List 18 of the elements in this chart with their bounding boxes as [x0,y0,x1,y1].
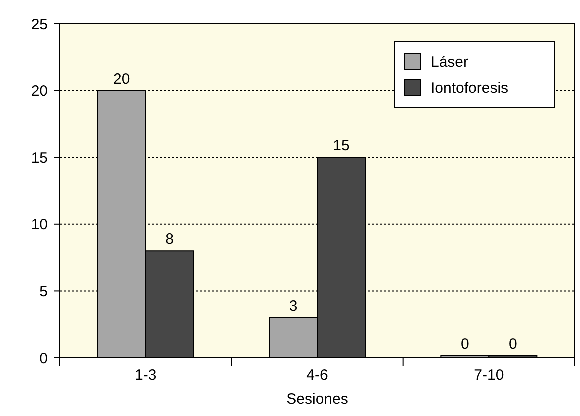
legend-label: Láser [431,54,469,71]
y-tick-label: 15 [31,150,48,167]
data-label: 20 [113,70,130,88]
data-label: 0 [508,336,518,353]
x-axis-title: Sesiones [286,391,348,408]
data-label: 15 [333,138,350,155]
data-label: 0 [460,336,470,353]
y-tick-label: 20 [31,83,48,100]
x-tick-label: 4-6 [306,367,328,384]
data-label: 3 [289,298,298,315]
x-tick-label: 7-10 [474,367,504,384]
x-tick-label: 1-3 [134,367,157,384]
data-label: 8 [166,231,174,248]
legend-label: Iontoforesis [431,80,509,97]
y-tick-label: 5 [40,283,48,300]
y-tick-label: 25 [31,16,48,34]
y-tick-label: 10 [31,216,48,234]
y-tick-label: 0 [40,350,48,368]
